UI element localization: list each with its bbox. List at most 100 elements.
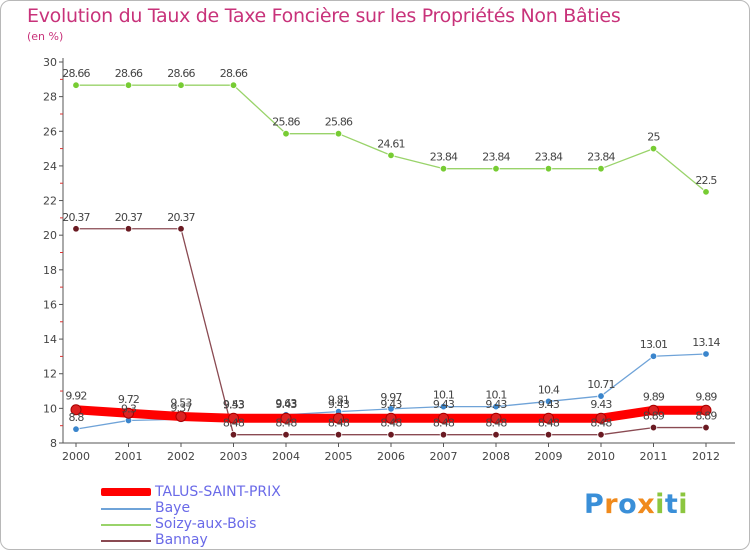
data-label: 8.48	[433, 417, 455, 430]
data-point	[280, 412, 292, 424]
data-point	[649, 352, 658, 360]
data-label: 22.5	[695, 174, 717, 187]
data-point	[334, 129, 343, 138]
chart-subtitle: (en %)	[27, 30, 64, 43]
y-tick-label: 22	[43, 195, 57, 208]
x-tick-label: 2000	[62, 450, 90, 463]
y-tick-label: 30	[43, 56, 57, 69]
data-label: 28.66	[62, 67, 90, 80]
data-point	[492, 402, 500, 411]
logo-letter: o	[618, 489, 638, 520]
y-tick-label: 26	[43, 125, 57, 138]
data-label: 20.37	[167, 211, 195, 224]
data-point	[70, 404, 82, 416]
y-tick-label: 24	[43, 160, 57, 173]
x-tick-label: 2011	[640, 450, 668, 463]
data-label: 9.43	[223, 398, 245, 411]
proxiti-logo: Proxiti	[584, 489, 688, 520]
y-tick-label: 10	[43, 402, 57, 415]
data-label: 8.48	[223, 417, 245, 430]
data-label: 9.43	[538, 398, 560, 411]
legend-item-bannay: Bannay	[101, 532, 361, 549]
data-label: 28.66	[220, 67, 248, 80]
data-point	[439, 164, 448, 173]
data-point	[177, 225, 185, 233]
data-label: 8.48	[485, 417, 507, 430]
data-label: 9.89	[695, 390, 717, 403]
data-label: 23.84	[587, 151, 615, 164]
data-label: 20.37	[115, 211, 143, 224]
data-point	[228, 412, 239, 424]
legend-item-talus: TALUS-SAINT-PRIX	[101, 484, 361, 501]
data-point	[438, 412, 449, 424]
legend-label-talus: TALUS-SAINT-PRIX	[155, 484, 281, 500]
logo-letter: x	[637, 489, 656, 520]
data-label: 13.01	[640, 338, 668, 351]
data-point	[72, 225, 80, 233]
x-tick-label: 2010	[587, 450, 615, 463]
x-tick-label: 2012	[692, 450, 720, 463]
legend-item-baye: Baye	[101, 500, 361, 517]
data-point	[72, 425, 80, 433]
data-point	[597, 164, 605, 173]
data-point	[333, 412, 344, 424]
data-point	[649, 144, 658, 153]
data-label: 9.53	[170, 397, 192, 410]
x-tick-label: 2009	[535, 450, 563, 463]
data-point	[702, 423, 710, 432]
data-label: 10.4	[538, 383, 560, 396]
y-tick-label: 12	[43, 368, 57, 381]
legend-swatch-baye	[101, 508, 151, 510]
data-label: 8.89	[643, 410, 665, 423]
data-point	[334, 430, 343, 439]
data-point	[175, 411, 187, 423]
data-label: 9.43	[328, 398, 350, 411]
data-point	[544, 164, 553, 173]
data-point	[124, 225, 133, 233]
logo-letter: r	[604, 489, 619, 520]
data-label: 20.37	[62, 211, 90, 224]
data-label: 9.43	[275, 398, 297, 411]
data-label: 9.53	[223, 399, 245, 412]
data-label: 10.1	[485, 389, 506, 402]
data-label: 9.43	[590, 398, 612, 411]
data-point	[597, 430, 605, 439]
data-label: 9.43	[380, 398, 402, 411]
data-point	[649, 423, 658, 432]
data-point	[387, 151, 395, 160]
legend-swatch-soizy	[101, 524, 151, 526]
data-label: 24.61	[377, 137, 405, 150]
data-point	[124, 81, 133, 89]
data-point	[648, 404, 659, 416]
x-tick-label: 2008	[482, 450, 510, 463]
data-point	[123, 407, 134, 419]
legend-item-soizy: Soizy-aux-Bois	[101, 516, 361, 533]
data-label: 8.8	[68, 411, 84, 424]
y-tick-label: 8	[50, 437, 57, 450]
data-point	[385, 412, 397, 424]
logo-letter: i	[678, 489, 689, 520]
data-point	[492, 430, 500, 439]
x-tick-label: 2003	[220, 450, 248, 463]
data-label: 8.48	[380, 417, 402, 430]
data-label: 9.37	[170, 401, 192, 414]
chart-title: Evolution du Taux de Taxe Foncière sur l…	[27, 5, 621, 27]
data-label: 25.86	[272, 116, 300, 129]
x-tick-label: 2001	[115, 450, 143, 463]
data-label: 23.84	[535, 151, 563, 164]
x-tick-label: 2005	[325, 450, 353, 463]
data-label: 10.71	[587, 378, 615, 391]
data-label: 9.97	[380, 391, 402, 404]
data-point	[597, 392, 605, 400]
data-point	[387, 405, 395, 413]
logo-letter: i	[655, 489, 665, 520]
data-label: 10.1	[433, 389, 454, 402]
data-label: 9.72	[118, 393, 139, 406]
legend-swatch-talus	[101, 488, 151, 496]
data-point	[387, 430, 395, 439]
data-point	[702, 188, 710, 196]
logo-letter: t	[664, 489, 679, 520]
data-label: 8.48	[590, 417, 612, 430]
